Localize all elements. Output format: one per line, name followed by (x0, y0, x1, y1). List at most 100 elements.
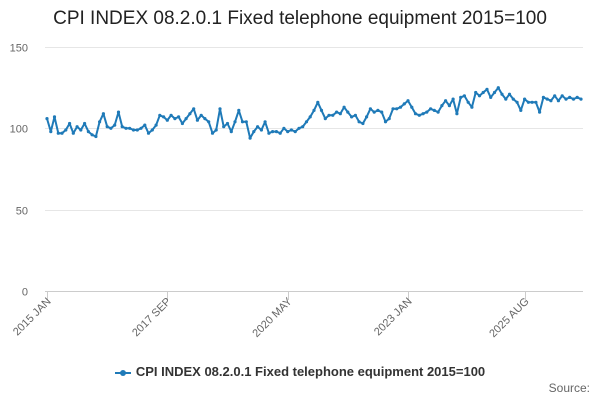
data-point[interactable] (274, 130, 278, 134)
data-point[interactable] (545, 97, 549, 101)
data-point[interactable] (252, 130, 256, 134)
data-point[interactable] (165, 118, 169, 122)
data-point[interactable] (169, 113, 173, 117)
data-point[interactable] (477, 94, 482, 98)
data-point[interactable] (177, 115, 181, 119)
data-point[interactable] (406, 99, 410, 103)
data-point[interactable] (338, 112, 342, 116)
data-point[interactable] (158, 113, 162, 117)
data-point[interactable] (346, 110, 350, 114)
data-point[interactable] (214, 128, 218, 132)
data-point[interactable] (447, 104, 451, 108)
data-point[interactable] (376, 108, 380, 112)
data-point[interactable] (68, 121, 72, 126)
data-point[interactable] (105, 125, 109, 129)
data-point[interactable] (282, 126, 286, 130)
data-point[interactable] (297, 126, 301, 130)
data-point[interactable] (94, 134, 98, 139)
data-point[interactable] (391, 107, 395, 111)
data-point[interactable] (459, 95, 463, 99)
data-point[interactable] (368, 107, 372, 111)
data-point[interactable] (222, 125, 226, 129)
data-point[interactable] (259, 128, 263, 132)
data-point[interactable] (128, 126, 132, 130)
data-point[interactable] (56, 131, 60, 135)
data-point[interactable] (553, 94, 557, 98)
data-point[interactable] (83, 121, 87, 126)
data-point[interactable] (327, 113, 331, 117)
data-point[interactable] (233, 120, 237, 124)
data-point[interactable] (568, 95, 572, 99)
data-point[interactable] (113, 123, 117, 127)
data-point[interactable] (534, 100, 538, 104)
data-point[interactable] (335, 110, 339, 114)
data-point[interactable] (271, 130, 275, 134)
data-point[interactable] (75, 125, 79, 129)
data-point[interactable] (60, 131, 64, 135)
data-point[interactable] (549, 99, 553, 103)
data-point[interactable] (180, 121, 184, 126)
data-point[interactable] (256, 125, 260, 129)
data-point[interactable] (571, 97, 576, 101)
legend-item[interactable]: CPI INDEX 08.2.0.1 Fixed telephone equip… (0, 364, 600, 379)
data-point[interactable] (90, 133, 94, 137)
data-point[interactable] (466, 100, 470, 104)
data-point[interactable] (225, 121, 230, 126)
source-credit[interactable]: Source: (548, 381, 590, 395)
data-point[interactable] (124, 126, 128, 130)
data-point[interactable] (267, 131, 271, 135)
data-point[interactable] (526, 100, 531, 104)
data-point[interactable] (116, 110, 121, 114)
data-point[interactable] (413, 112, 418, 116)
data-point[interactable] (425, 110, 429, 114)
data-point[interactable] (289, 128, 293, 132)
data-point[interactable] (188, 112, 192, 116)
data-point[interactable] (71, 131, 75, 135)
data-point[interactable] (319, 108, 324, 112)
data-point[interactable] (109, 126, 113, 130)
data-point[interactable] (286, 130, 290, 134)
data-point[interactable] (278, 131, 282, 135)
data-point[interactable] (353, 113, 357, 117)
data-point[interactable] (432, 108, 436, 112)
data-point[interactable] (372, 110, 376, 114)
data-point[interactable] (417, 113, 421, 117)
data-point[interactable] (579, 97, 583, 101)
data-point[interactable] (52, 115, 57, 119)
data-point[interactable] (350, 115, 354, 119)
data-point[interactable] (504, 97, 508, 101)
data-point[interactable] (511, 97, 515, 101)
data-point[interactable] (357, 120, 361, 124)
data-point[interactable] (237, 108, 241, 112)
data-point[interactable] (541, 95, 546, 99)
data-point[interactable] (402, 102, 406, 106)
data-point[interactable] (150, 128, 154, 132)
data-point[interactable] (398, 105, 403, 109)
data-point[interactable] (387, 117, 391, 121)
data-point[interactable] (455, 112, 459, 116)
data-point[interactable] (120, 125, 124, 129)
data-point[interactable] (154, 123, 158, 127)
data-point[interactable] (410, 105, 414, 109)
data-point[interactable] (436, 110, 440, 114)
data-point[interactable] (523, 97, 527, 101)
data-point[interactable] (203, 117, 207, 121)
data-point[interactable] (199, 113, 203, 117)
data-point[interactable] (489, 95, 493, 99)
data-point[interactable] (500, 92, 504, 96)
data-point[interactable] (515, 100, 519, 104)
data-point[interactable] (195, 118, 199, 122)
data-point[interactable] (331, 113, 335, 117)
data-point[interactable] (131, 128, 136, 132)
data-point[interactable] (556, 99, 561, 103)
data-point[interactable] (323, 117, 327, 121)
data-point[interactable] (229, 130, 233, 134)
data-point[interactable] (207, 120, 211, 124)
data-point[interactable] (308, 115, 312, 119)
data-point[interactable] (146, 131, 151, 135)
data-point[interactable] (64, 128, 68, 132)
data-point[interactable] (440, 104, 444, 108)
data-point[interactable] (507, 92, 512, 96)
data-point[interactable] (451, 97, 455, 101)
data-point[interactable] (383, 120, 388, 124)
